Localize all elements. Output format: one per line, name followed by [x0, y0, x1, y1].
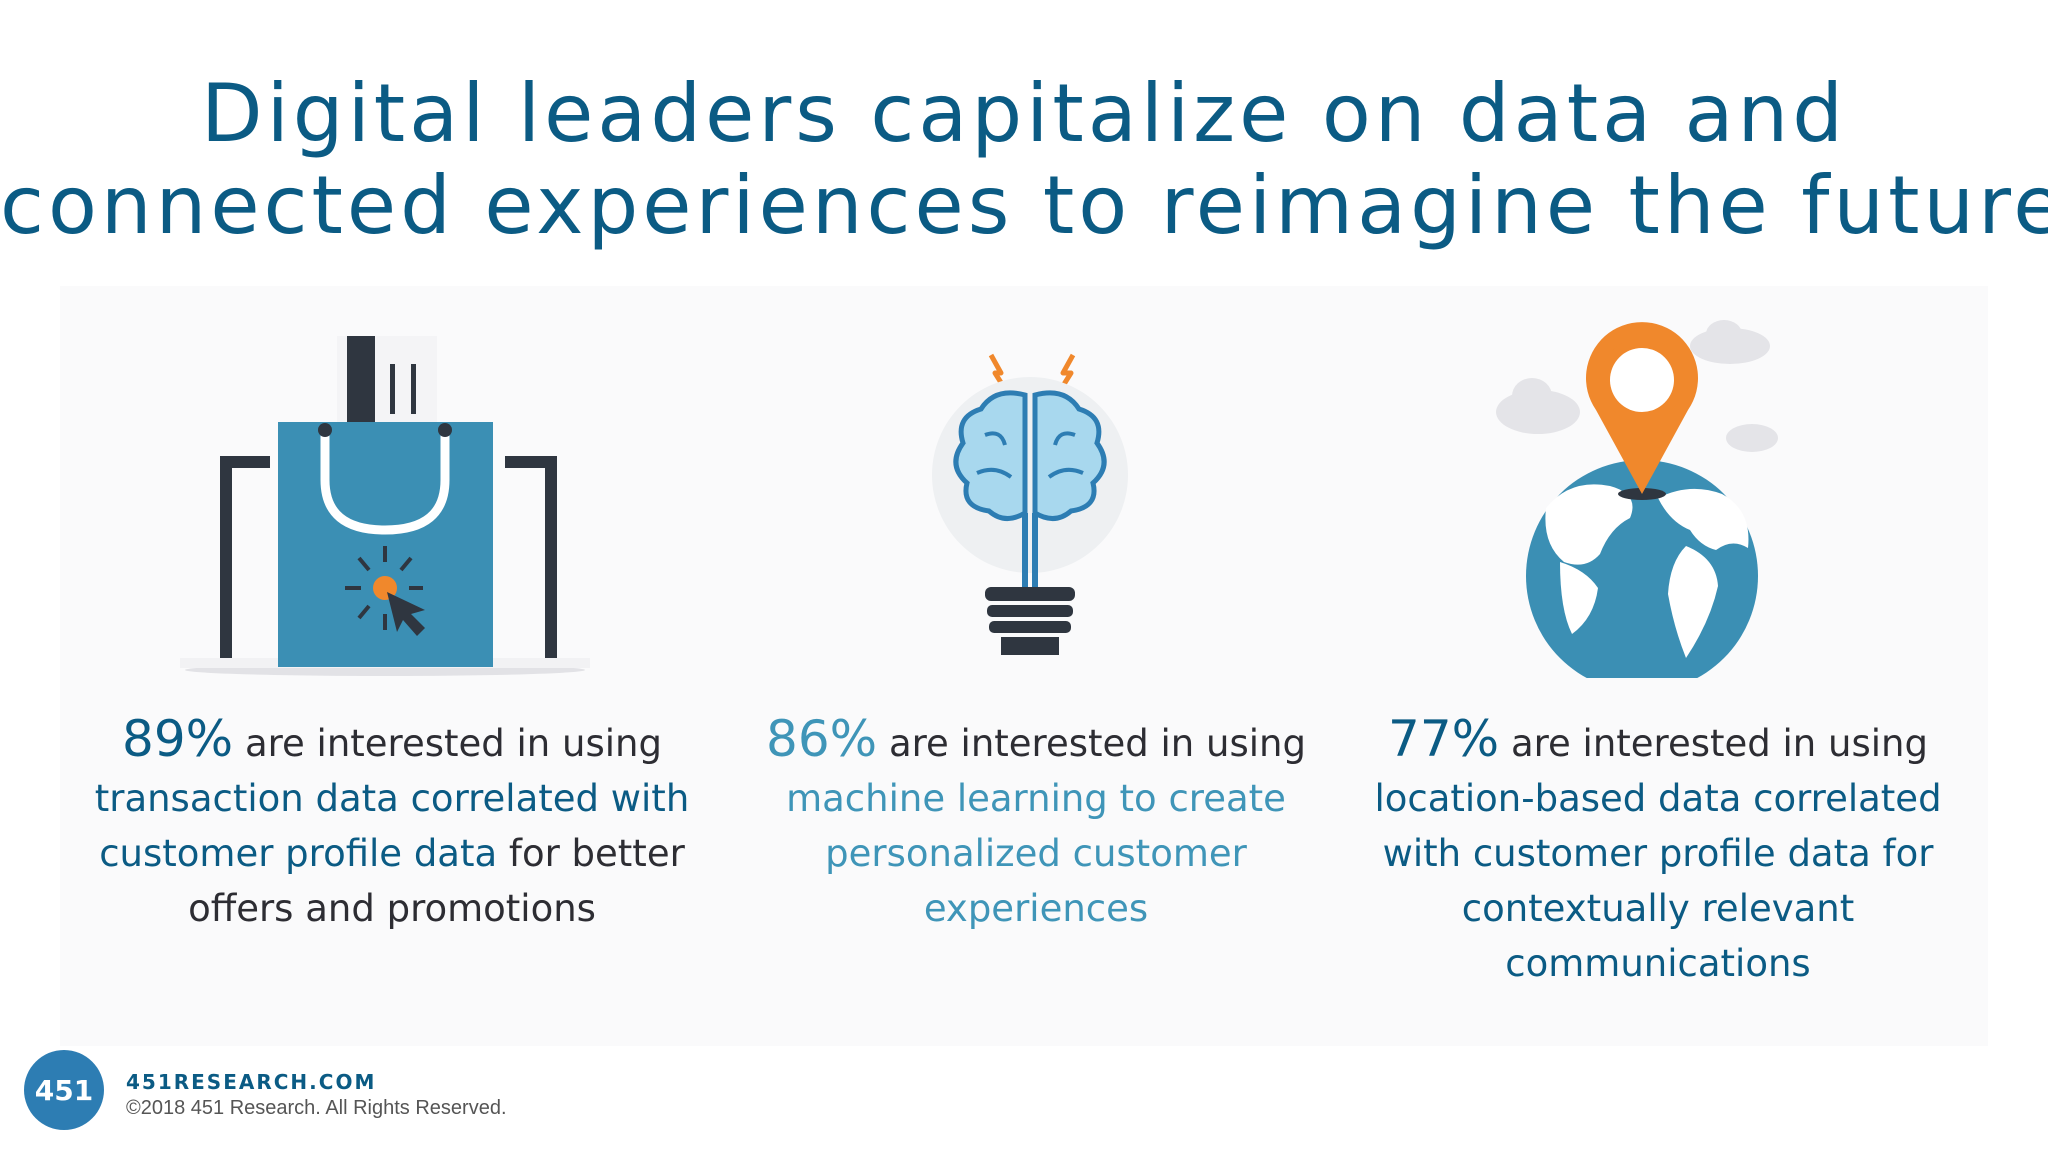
globe-location-pin-icon: [1496, 320, 1778, 678]
title-line-1: Digital leaders capitalize on data and: [200, 67, 1848, 160]
lightbulb-brain-icon: [932, 353, 1128, 655]
footer-copyright: ©2018 451 Research. All Rights Reserved.: [126, 1097, 507, 1119]
shopping-bag-laptop-icon: [180, 336, 590, 676]
stat-highlight-text: machine learning to create personalized …: [786, 777, 1286, 930]
stat-tail-text: for better offers and promotions: [188, 832, 685, 930]
page-title: Digital leaders capitalize on data and c…: [0, 68, 2048, 252]
stat-percent: 86%: [766, 710, 878, 768]
stat-highlight-text: location-based data correlated with cust…: [1374, 777, 1942, 985]
stat-lead-text: are interested in using: [1499, 722, 1928, 765]
stat-percent: 77%: [1388, 710, 1500, 768]
stat-lead-text: are interested in using: [233, 722, 662, 765]
stat-block-location-data: 77% are interested in using location-bas…: [1348, 712, 1968, 991]
stat-percent: 89%: [122, 710, 234, 768]
451-research-logo: 451: [24, 1050, 104, 1130]
stat-block-machine-learning: 86% are interested in using machine lear…: [726, 712, 1346, 936]
title-line-2: connected experiences to reimagine the f…: [0, 159, 2048, 252]
footer-site-link[interactable]: 451RESEARCH.COM: [126, 1070, 377, 1094]
stat-block-transaction-data: 89% are interested in using transaction …: [82, 712, 702, 936]
stat-lead-text: are interested in using: [877, 722, 1306, 765]
stat-highlight-text: transaction data correlated with custome…: [94, 777, 690, 875]
